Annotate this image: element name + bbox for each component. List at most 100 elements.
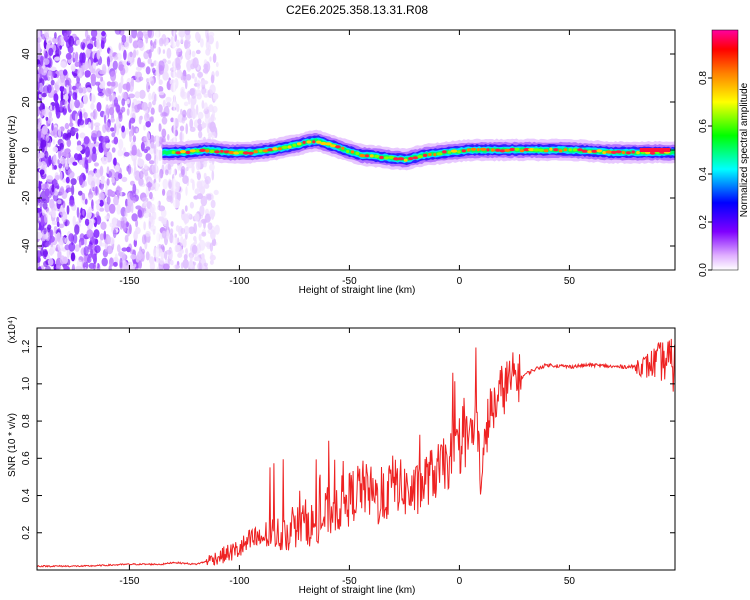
figure-title: C2E6.2025.358.13.31.R08: [286, 3, 428, 17]
spectrogram-noise-dot: [182, 175, 189, 185]
spectrogram-noise-dot: [85, 87, 92, 93]
spectrogram-noise-dot: [96, 102, 102, 112]
spectrogram-noise-dot: [92, 68, 96, 75]
snr-y-ticks: 0.2 0.4 0.6 0.8 1.0 1.2: [21, 339, 675, 540]
spectrogram-noise-dot: [47, 224, 52, 231]
spectrogram-peak: [287, 145, 292, 149]
spectrogram-noise-dot: [121, 216, 128, 225]
spectrogram-noise-dot: [116, 109, 123, 115]
spectrogram-noise-dot: [104, 121, 111, 131]
spectrogram-noise-dot: [74, 244, 80, 252]
spectrogram-noise-dot: [167, 134, 170, 141]
spectrogram-noise-dot: [148, 221, 151, 229]
spectrogram-noise-dot: [133, 165, 137, 176]
spectrogram-noise-dot: [189, 254, 193, 262]
spectrogram-noise-dot: [200, 195, 208, 207]
snr-frame: [36, 327, 676, 571]
spectrogram-noise-dot: [195, 31, 200, 41]
spectrogram-noise-dot: [113, 136, 119, 145]
spectrogram-noise-dot: [79, 52, 84, 64]
spectrogram-noise-dot: [84, 218, 90, 226]
spectrogram-peak: [292, 143, 297, 147]
spectrogram-noise-dot: [158, 65, 164, 75]
snr-x-axis-title: Height of straight line (km): [299, 585, 416, 596]
spectrogram-noise-dot: [79, 132, 86, 139]
spectrogram-peak: [563, 148, 568, 152]
spectrogram-noise-dot: [106, 196, 111, 205]
spectrogram-noise-dot: [78, 241, 82, 248]
spectrogram-noise-dot: [54, 100, 59, 109]
spectrogram-noise-dot: [71, 263, 75, 270]
spectrogram-noise-dot: [167, 60, 172, 65]
spectrogram-noise-dot: [37, 128, 42, 138]
spectrogram-noise-dot: [62, 178, 67, 183]
snr-x-tick-label: -150: [119, 576, 139, 587]
spectrogram-noise-dot: [150, 40, 153, 46]
spectrogram-noise-dot: [164, 169, 169, 176]
colorbar-tick-label: 0.6: [698, 119, 709, 133]
spectrogram-noise-dot: [190, 108, 198, 119]
spectrogram-noise-dot: [135, 66, 142, 71]
spectrogram-noise-dot: [192, 57, 199, 69]
spectrogram-noise-dot: [78, 175, 84, 186]
spectrogram-noise-dot: [136, 49, 139, 56]
spectrogram-noise-dot: [134, 91, 140, 99]
spectrogram-noise-dot: [108, 107, 115, 116]
spectrogram-noise-dot: [96, 177, 100, 186]
spectrogram-noise-dot: [94, 162, 99, 167]
spectrogram-peak: [581, 149, 588, 153]
spectrogram-noise-dot: [205, 39, 210, 50]
spectrogram-noise-dot: [203, 63, 208, 70]
spectrogram-noise-dot: [169, 228, 174, 235]
spectrogram-noise-dot: [120, 75, 124, 87]
spectrogram-noise-dot: [133, 158, 137, 168]
spectrogram-noise-dot: [87, 244, 93, 250]
spectrogram-noise-dot: [192, 179, 195, 191]
spectrogram-noise-dot: [146, 182, 153, 188]
spectrogram-noise-dot: [198, 233, 202, 242]
spectrogram-noise-dot: [196, 79, 201, 90]
spectrogram-noise-dot: [73, 72, 77, 78]
spectrogram-noise-dot: [130, 128, 134, 137]
spectrogram-noise-dot: [97, 91, 104, 97]
spectrogram-noise-dot: [60, 150, 63, 157]
spectrogram-noise-dot: [201, 100, 205, 109]
spectrogram-noise-dot: [112, 94, 116, 100]
spectrogram-noise-dot: [72, 161, 78, 166]
spectrogram-noise-dot: [131, 213, 138, 222]
spectrogram-noise-dot: [38, 36, 42, 43]
spectrogram-noise-dot: [95, 186, 98, 196]
spectrogram-noise-dot: [63, 93, 69, 102]
spectrogram-peak: [350, 150, 355, 154]
spectrogram-noise-dot: [52, 127, 59, 138]
spectrogram-peak: [388, 155, 395, 159]
colorbar-tick-label: 0.2: [698, 215, 709, 229]
spectrogram-noise-dot: [180, 249, 184, 254]
spectrogram-noise-dot: [197, 262, 203, 270]
spectrogram-noise-dot: [148, 77, 154, 82]
spectrogram-noise-dot: [83, 136, 90, 145]
spectrogram-noise-dot: [114, 30, 122, 35]
spectrogram-peak: [625, 151, 632, 155]
spectrogram-peak: [330, 144, 337, 148]
spectrogram-peak: [504, 148, 511, 152]
spectrogram-noise-dot: [80, 214, 84, 220]
spectrogram-noise-dot: [145, 230, 151, 237]
spectrogram-noise-dot: [178, 173, 183, 178]
spectrogram-noise-dot: [38, 122, 41, 132]
spectrogram-peak: [277, 147, 282, 151]
spectrogram-noise-dot: [118, 138, 124, 150]
spectrogram-noise-dot: [37, 150, 40, 162]
spectrogram-noise-dot: [180, 35, 184, 44]
spectrogram-noise-dot: [78, 159, 84, 165]
spectrogram-noise-dot: [106, 81, 112, 87]
spectrogram-noise-dot: [141, 234, 147, 245]
spectrogram-noise-dot: [87, 43, 94, 50]
spectrogram-noise-dot: [111, 177, 115, 184]
spectrogram-noise-dot: [51, 183, 55, 193]
spectrogram-noise-dot: [60, 71, 64, 78]
spectrogram-noise-dot: [90, 102, 95, 110]
spectrogram-noise-dot: [103, 114, 107, 125]
spectrogram-noise-dot: [64, 100, 68, 109]
spectrogram-noise-dot: [145, 146, 151, 151]
